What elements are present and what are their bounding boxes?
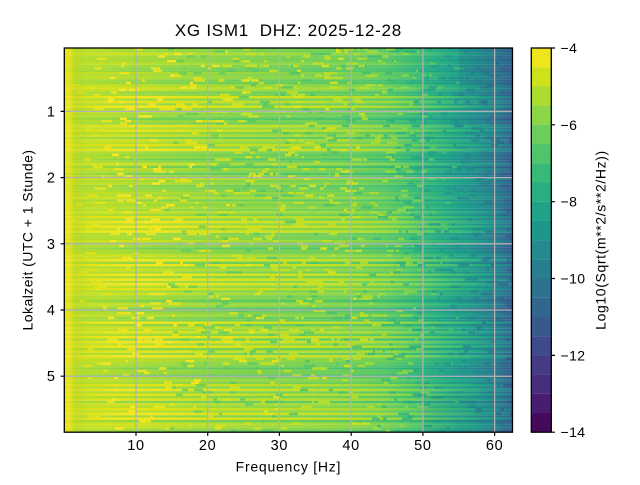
svg-text:XG ISM1 DHZ: 2025-12-28: XG ISM1 DHZ: 2025-12-28 bbox=[175, 21, 402, 40]
svg-text:Lokalzeit (UTC + 1 Stunde): Lokalzeit (UTC + 1 Stunde) bbox=[20, 150, 36, 331]
svg-text:20: 20 bbox=[199, 438, 217, 454]
svg-text:3: 3 bbox=[47, 237, 55, 253]
svg-text:1: 1 bbox=[47, 104, 55, 120]
svg-text:−14: −14 bbox=[561, 424, 586, 440]
svg-text:−4: −4 bbox=[561, 40, 578, 56]
svg-text:Frequency [Hz]: Frequency [Hz] bbox=[236, 458, 341, 474]
svg-text:40: 40 bbox=[342, 438, 360, 454]
svg-text:Log10(Sqrt(m**2/s**2/Hz)): Log10(Sqrt(m**2/s**2/Hz)) bbox=[593, 150, 609, 330]
svg-text:−8: −8 bbox=[561, 194, 578, 210]
svg-text:−6: −6 bbox=[561, 117, 578, 133]
svg-text:−12: −12 bbox=[561, 347, 586, 363]
svg-text:30: 30 bbox=[271, 438, 289, 454]
svg-text:−10: −10 bbox=[561, 271, 586, 287]
svg-text:2: 2 bbox=[47, 171, 55, 187]
svg-text:60: 60 bbox=[486, 438, 504, 454]
svg-text:5: 5 bbox=[47, 369, 55, 385]
svg-text:50: 50 bbox=[414, 438, 432, 454]
svg-text:4: 4 bbox=[47, 303, 55, 319]
svg-text:10: 10 bbox=[127, 438, 145, 454]
